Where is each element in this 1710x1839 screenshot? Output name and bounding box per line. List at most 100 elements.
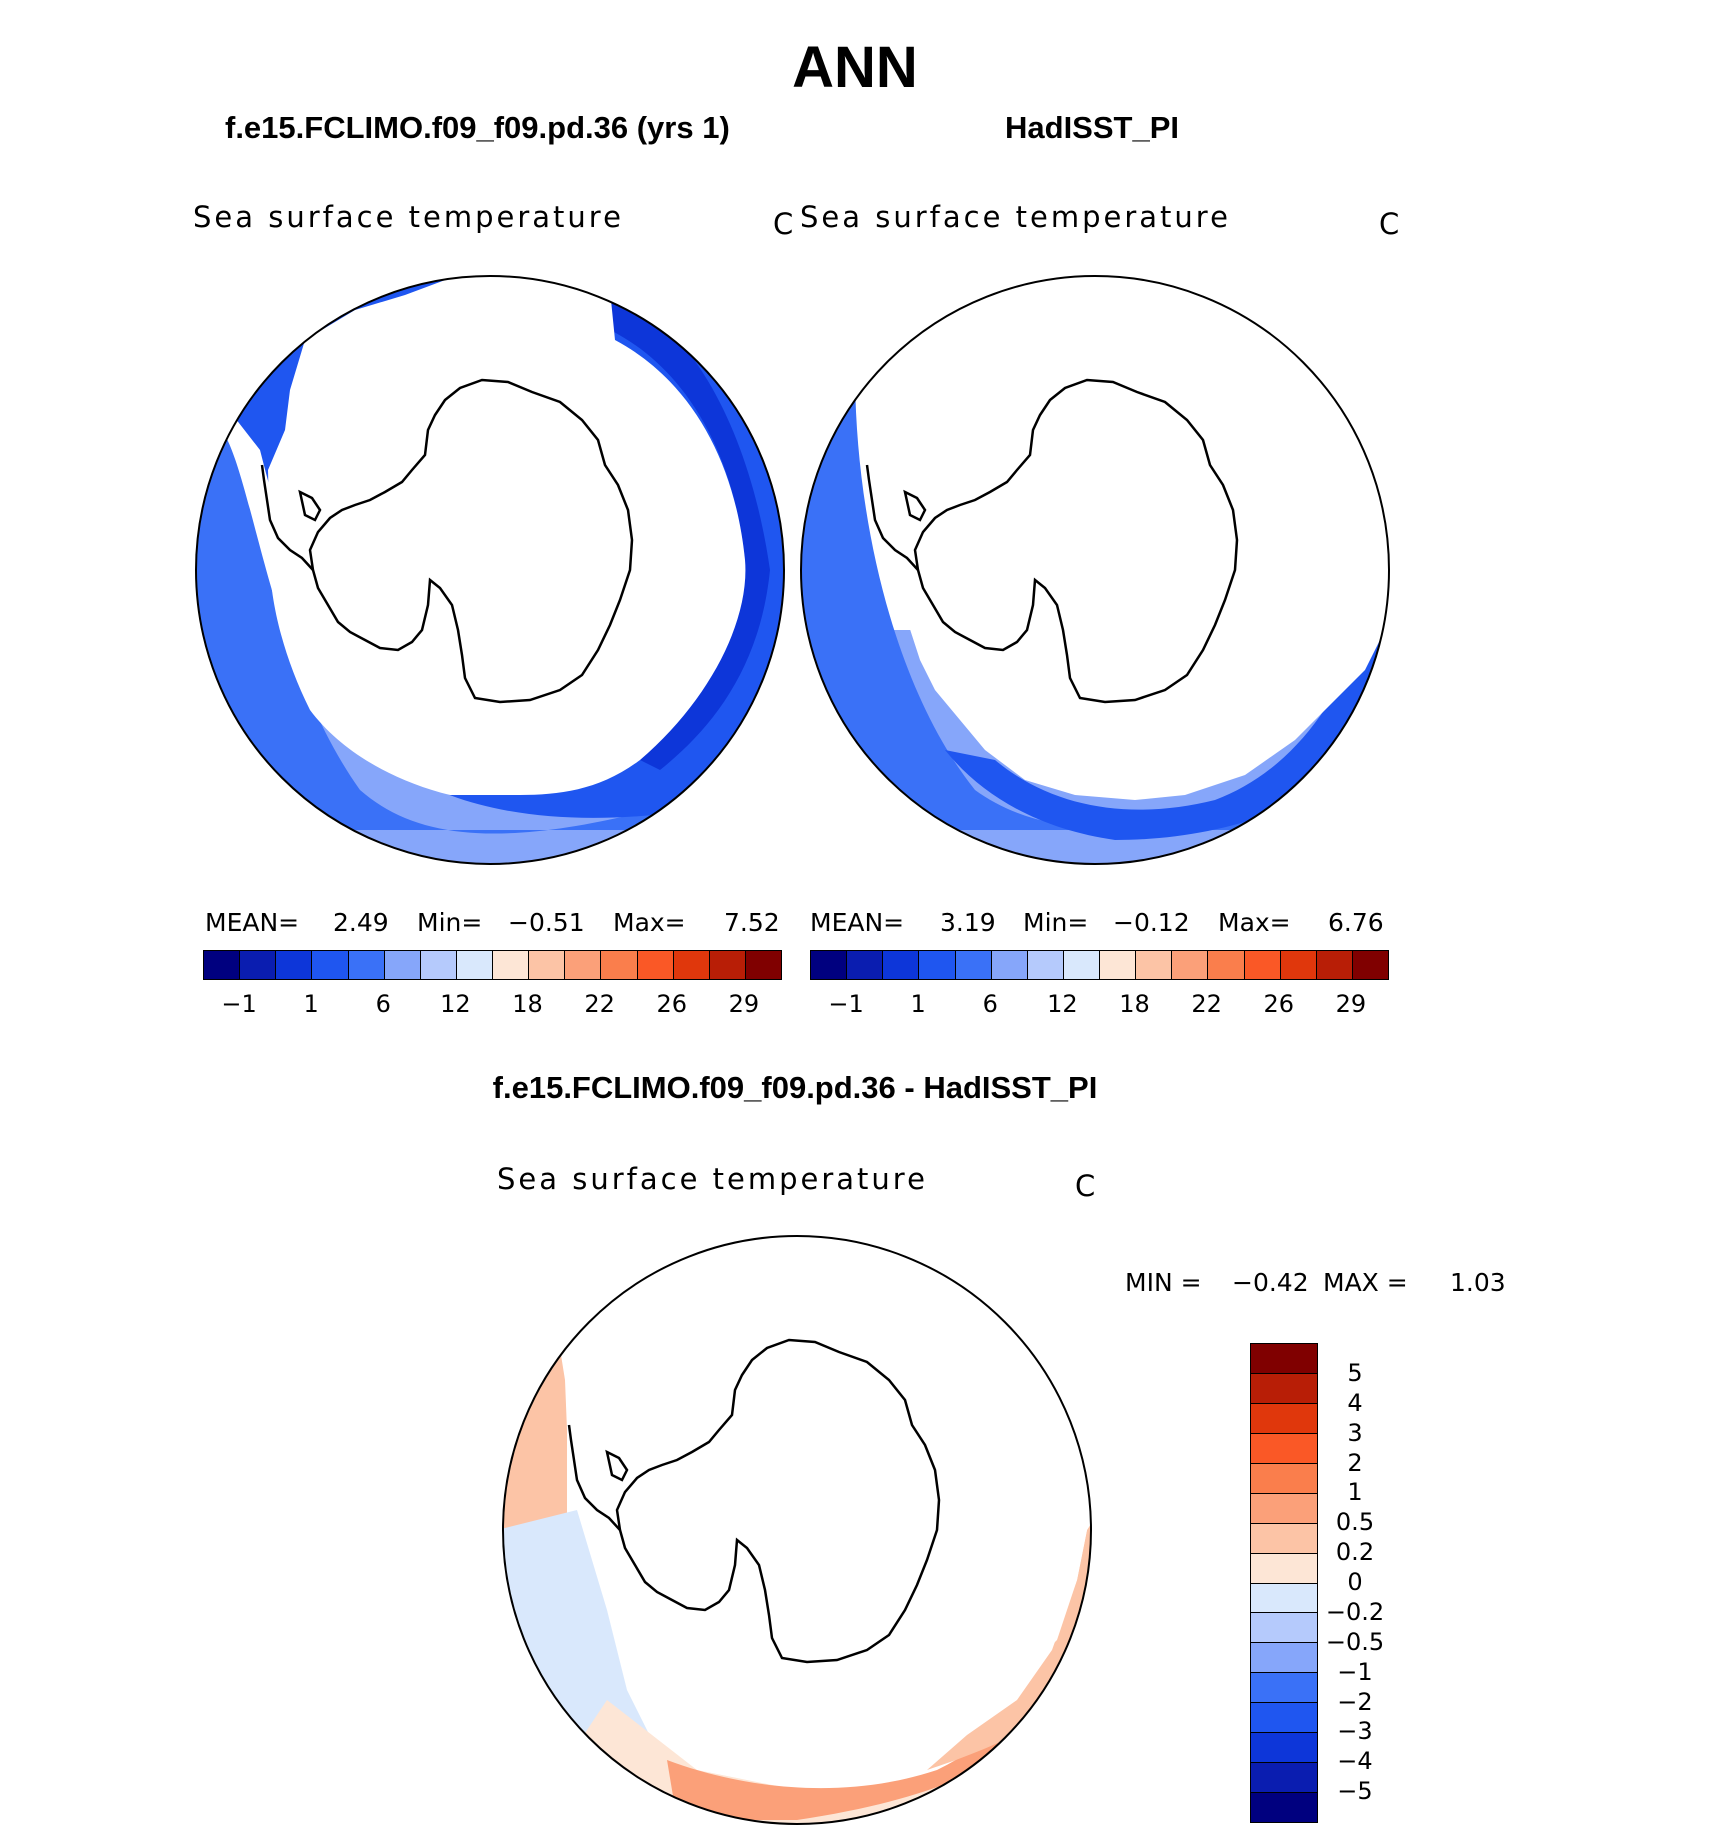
colorbar-tick-label: 0.2 (1335, 1538, 1375, 1567)
colorbar-swatch (1251, 1373, 1317, 1404)
colorbar-swatch (1316, 951, 1353, 979)
min-label: MIN = (1125, 1268, 1202, 1297)
panel-3-title: f.e15.FCLIMO.f09_f09.pd.36 - HadISST_PI (492, 1070, 1098, 1105)
antarctic-peninsula (260, 464, 322, 571)
colorbar-tick-label: −1 (828, 990, 864, 1018)
max-label: Max= (613, 908, 686, 937)
colorbar-swatch (1251, 1344, 1317, 1374)
antarctica-coastline (308, 378, 634, 704)
colorbar-tick-label: 0.5 (1335, 1508, 1375, 1537)
colorbar-swatch (420, 951, 457, 979)
colorbar-tick-label: −4 (1337, 1747, 1373, 1776)
panel-2-title: HadISST_PI (1005, 110, 1179, 145)
colorbar-swatch (1251, 1403, 1317, 1434)
colorbar-swatch (1251, 1613, 1317, 1644)
colorbar-tick-label: 12 (440, 990, 471, 1018)
min-label: Min= (1023, 908, 1089, 937)
panel-1-units: C (773, 207, 794, 241)
colorbar-swatch (919, 951, 956, 979)
colorbar-swatch (1251, 1793, 1317, 1822)
colorbar-tick-label: −0.5 (1325, 1627, 1385, 1656)
colorbar-model (203, 950, 782, 980)
colorbar-tick-label: 6 (982, 990, 998, 1018)
colorbar-swatch (955, 951, 992, 979)
colorbar-tick-label: 0 (1347, 1568, 1363, 1596)
colorbar-swatch (1280, 951, 1317, 979)
colorbar-swatch (1244, 951, 1281, 979)
max-label: MAX = (1323, 1268, 1408, 1297)
min-value: −0.12 (1113, 908, 1190, 937)
colorbar-tick-label: −1 (221, 990, 257, 1018)
antarctic-peninsula (567, 1424, 629, 1531)
map-difference (502, 1235, 1092, 1825)
colorbar-tick-label: 2 (1347, 1448, 1363, 1477)
colorbar-tick-label: 26 (1263, 990, 1295, 1018)
colorbar-swatch (601, 951, 638, 979)
colorbar-swatch (240, 951, 277, 979)
colorbar-swatch (811, 951, 848, 979)
colorbar-swatch (1136, 951, 1173, 979)
colorbar-tick-label: 12 (1047, 990, 1078, 1018)
mean-value: 2.49 (333, 908, 389, 937)
colorbar-tick-label: 18 (1119, 990, 1150, 1018)
colorbar-swatch (529, 951, 566, 979)
mean-label: MEAN= (205, 908, 300, 937)
colorbar-tick-label: 1 (910, 990, 926, 1018)
antarctic-peninsula (865, 464, 927, 571)
panel-1-stats: MEAN= 2.49 Min= −0.51 Max= 7.52 (205, 908, 785, 938)
mean-value: 3.19 (940, 908, 996, 937)
colorbar-swatch (348, 951, 385, 979)
colorbar-swatch (709, 951, 746, 979)
colorbar-tick-label: −2 (1337, 1687, 1373, 1716)
colorbar-tick-label: 6 (375, 990, 391, 1018)
colorbar-tick-label: 29 (1335, 990, 1367, 1018)
min-value: −0.42 (1232, 1268, 1309, 1297)
colorbar-swatch (565, 951, 602, 979)
colorbar-swatch (1027, 951, 1064, 979)
colorbar-observed (810, 950, 1389, 980)
colorbar-swatch (276, 951, 313, 979)
colorbar-swatch (1063, 951, 1100, 979)
colorbar-tick-label: 1 (303, 990, 319, 1018)
colorbar-swatch (1208, 951, 1245, 979)
colorbar-tick-label: 26 (656, 990, 688, 1018)
colorbar-swatch (1100, 951, 1137, 979)
antarctica-coastline (615, 1338, 941, 1664)
colorbar-tick-label: 4 (1347, 1388, 1363, 1417)
colorbar-swatch (847, 951, 884, 979)
colorbar-tick-label: 5 (1347, 1358, 1363, 1387)
colorbar-swatch (883, 951, 920, 979)
colorbar-swatch (1251, 1493, 1317, 1524)
colorbar-swatch (493, 951, 530, 979)
max-value: 7.52 (724, 908, 780, 937)
colorbar-swatch (456, 951, 493, 979)
colorbar-swatch (1251, 1703, 1317, 1734)
colorbar-swatch (745, 951, 781, 979)
colorbar-swatch (1251, 1463, 1317, 1494)
colorbar-swatch (1251, 1523, 1317, 1554)
colorbar-swatch (1251, 1583, 1317, 1614)
colorbar-swatch (1251, 1433, 1317, 1464)
colorbar-difference (1250, 1343, 1318, 1823)
panel-3-units: C (1075, 1169, 1096, 1203)
min-label: Min= (417, 908, 483, 937)
colorbar-swatch (1251, 1763, 1317, 1794)
colorbar-swatch (1251, 1643, 1317, 1674)
panel-1-variable: Sea surface temperature (193, 200, 624, 234)
colorbar-swatch (1251, 1673, 1317, 1704)
panel-3-stats: MIN = −0.42 MAX = 1.03 (1125, 1268, 1525, 1298)
colorbar-swatch (673, 951, 710, 979)
colorbar-tick-label: 18 (512, 990, 543, 1018)
max-label: Max= (1218, 908, 1291, 937)
colorbar-swatch (1172, 951, 1209, 979)
ocean-band-deep (610, 290, 770, 770)
panel-2-stats: MEAN= 3.19 Min= −0.12 Max= 6.76 (810, 908, 1390, 938)
figure-title: ANN (792, 35, 918, 100)
panel-1-title: f.e15.FCLIMO.f09_f09.pd.36 (yrs 1) (225, 110, 730, 145)
diff-orange-band (667, 1610, 1091, 1820)
colorbar-tick-label: 22 (1191, 990, 1222, 1018)
panel-3-variable: Sea surface temperature (497, 1162, 928, 1196)
colorbar-observed-ticks: −1 1 6 12 18 22 26 29 (810, 990, 1387, 1020)
colorbar-swatch (312, 951, 349, 979)
panel-2-units: C (1379, 207, 1400, 241)
